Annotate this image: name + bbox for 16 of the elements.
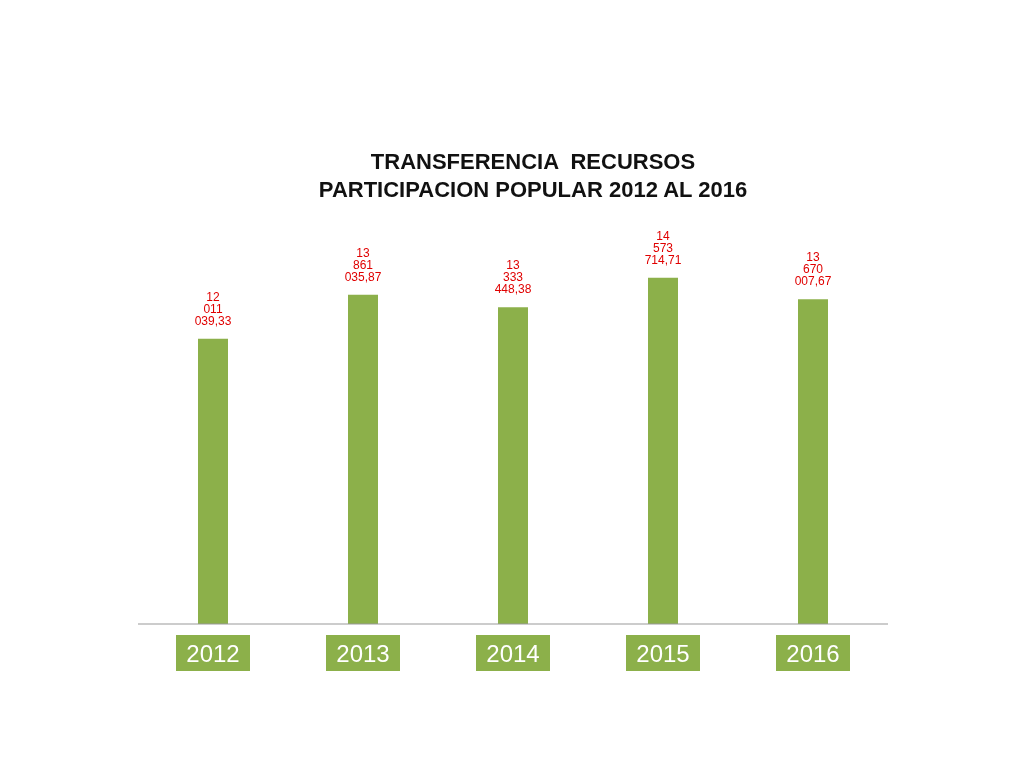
data-label: 13 670 007,67 [794,250,832,289]
x-tick-label: 2015 [636,640,690,667]
x-tick-label: 2014 [486,640,540,667]
chart-title: TRANSFERENCIA RECURSOS PARTICIPACION POPULAR 2012 AL 2016 [317,148,749,204]
x-tick-label: 2016 [786,640,840,667]
data-label: 13 333 448,38 [494,258,532,297]
bar [498,307,528,624]
data-label: 13 861 035,87 [344,245,382,284]
bar [648,277,678,624]
x-tick-label: 2012 [186,640,240,667]
bar [798,299,828,624]
data-label: 12 011 039,33 [194,289,232,328]
data-label: 14 573 714,71 [644,228,682,267]
x-tick-label: 2013 [336,640,390,667]
bar [198,338,228,624]
bar [348,294,378,624]
